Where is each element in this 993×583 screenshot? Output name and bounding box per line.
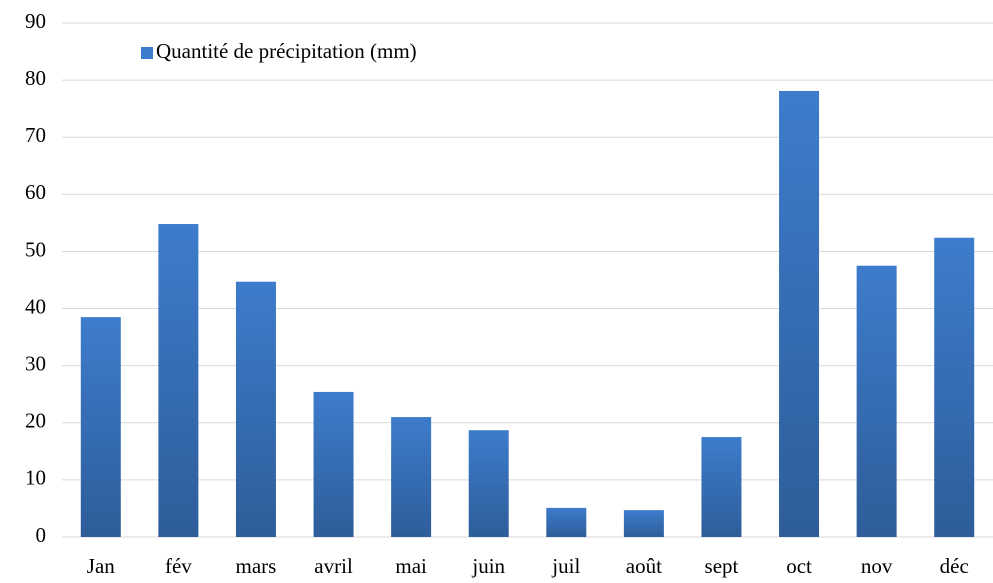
- y-tick-label: 50: [25, 237, 46, 261]
- x-tick-label: juin: [471, 554, 505, 578]
- bar: [779, 90, 820, 537]
- x-tick-label: mai: [395, 554, 427, 578]
- bar: [546, 507, 587, 537]
- bar: [235, 281, 276, 537]
- x-tick-label: Jan: [87, 554, 115, 578]
- x-tick-label: août: [626, 554, 662, 578]
- bar: [934, 237, 975, 537]
- y-tick-label: 0: [36, 523, 47, 547]
- x-tick-label: nov: [861, 554, 893, 578]
- legend-label: Quantité de précipitation (mm): [156, 39, 417, 63]
- bar: [623, 510, 664, 537]
- x-tick-label: sept: [705, 554, 739, 578]
- y-tick-label: 40: [25, 294, 46, 318]
- y-tick-label: 70: [25, 123, 46, 147]
- y-tick-label: 80: [25, 66, 46, 90]
- y-tick-label: 90: [25, 9, 46, 33]
- bar: [158, 224, 199, 537]
- x-tick-label: juil: [551, 554, 580, 578]
- y-tick-label: 60: [25, 180, 46, 204]
- y-tick-label: 20: [25, 409, 46, 433]
- bar: [313, 391, 354, 537]
- bar: [856, 265, 897, 537]
- x-tick-label: avril: [314, 554, 353, 578]
- x-tick-label: fév: [165, 554, 192, 578]
- x-tick-label: mars: [236, 554, 277, 578]
- x-tick-label: déc: [940, 554, 969, 578]
- legend-swatch: [141, 47, 153, 59]
- bar: [468, 430, 509, 537]
- bar: [391, 417, 432, 537]
- bar: [701, 437, 742, 537]
- bar: [80, 317, 121, 537]
- y-tick-label: 10: [25, 466, 46, 490]
- y-tick-label: 30: [25, 351, 46, 375]
- x-tick-label: oct: [786, 554, 812, 578]
